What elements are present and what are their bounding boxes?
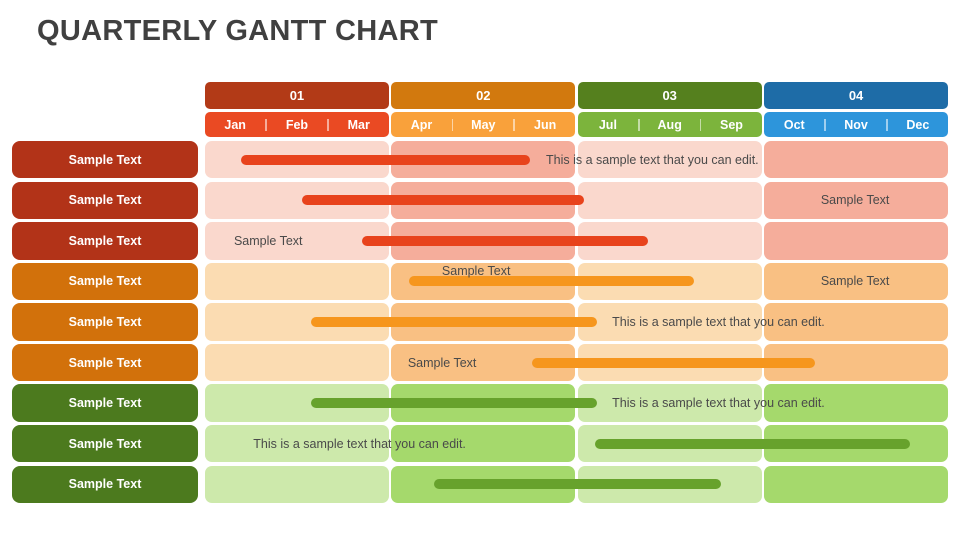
row-label-7: Sample Text <box>12 384 198 422</box>
quarter-cell-q4 <box>764 262 948 301</box>
row-annotation-text: Sample Text <box>820 274 890 289</box>
month-label-jan: Jan <box>224 117 246 132</box>
row-timeline: Sample Text Sample Text <box>205 262 948 301</box>
row-timeline: Sample Text <box>205 343 948 382</box>
gantt-bar <box>240 154 530 165</box>
gantt-row-9: Sample Text <box>12 465 948 504</box>
row-annotation-text: Sample Text <box>441 263 511 278</box>
month-divider <box>699 118 702 131</box>
month-strip-q02: Apr May Jun <box>391 112 576 137</box>
month-divider <box>451 118 454 131</box>
gantt-row-3: Sample Text Sample Text <box>12 222 948 260</box>
quarter-cell-q1 <box>205 222 389 260</box>
gantt-row-1: Sample Text This is a sample text that yo… <box>12 141 948 179</box>
gantt-bar <box>361 235 648 246</box>
row-label-2: Sample Text <box>12 181 198 219</box>
row-timeline: Sample Text <box>205 181 948 219</box>
quarter-cell-q4 <box>764 222 948 260</box>
row-label-3: Sample Text <box>12 222 198 260</box>
quarter-cell-q2 <box>391 425 576 463</box>
gantt-row-8: Sample Text This is a sample text that yo… <box>12 425 948 463</box>
quarter-cell-q4 <box>764 384 948 422</box>
quarter-cell-q1 <box>205 262 389 301</box>
row-label-5: Sample Text <box>12 303 198 341</box>
month-label-jul: Jul <box>598 117 617 132</box>
quarter-cell-q3 <box>577 384 762 422</box>
month-header-row: Jan Feb Mar Apr May Jun Jul Aug Sep Oct Nov Dec <box>205 112 948 137</box>
quarter-header-03: 03 <box>577 82 762 109</box>
row-timeline: This is a sample text that you can edit. <box>205 303 948 341</box>
month-label-aug: Aug <box>657 117 682 132</box>
row-annotation-text: This is a sample text that you can edit. <box>612 315 825 329</box>
month-label-mar: Mar <box>347 117 370 132</box>
row-annotation-text: This is a sample text that you can edit. <box>253 436 466 451</box>
gantt-row-2: Sample Text Sample Text <box>12 181 948 219</box>
quarter-header-row: 01 02 03 04 <box>205 82 948 109</box>
month-label-dec: Dec <box>906 117 930 132</box>
month-divider <box>886 118 888 131</box>
quarter-header-02: 02 <box>391 82 576 109</box>
row-label-8: Sample Text <box>12 425 198 463</box>
row-annotation-text: Sample Text <box>407 355 477 370</box>
gantt-bar <box>531 357 815 368</box>
page-title: QUARTERLY GANTT CHART <box>37 15 439 47</box>
row-label-4: Sample Text <box>12 262 198 301</box>
row-label-9: Sample Text <box>12 465 198 504</box>
row-label-1: Sample Text <box>12 141 198 179</box>
month-label-nov: Nov <box>844 117 868 132</box>
row-label-6: Sample Text <box>12 343 198 382</box>
row-timeline: This is a sample text that you can edit. <box>205 141 948 179</box>
quarter-header-04: 04 <box>764 82 948 109</box>
month-strip-q01: Jan Feb Mar <box>205 112 389 137</box>
month-label-feb: Feb <box>285 117 309 132</box>
gantt-bar <box>311 317 598 327</box>
quarter-cell-q3 <box>577 141 762 179</box>
quarter-cell-q1 <box>205 343 389 382</box>
quarter-cell-q4 <box>764 181 948 219</box>
gantt-row-6: Sample Text Sample Text <box>12 343 948 382</box>
gantt-bar <box>311 398 598 409</box>
month-divider <box>327 118 329 131</box>
quarter-cell-q3 <box>577 181 762 219</box>
month-label-may: May <box>471 117 496 132</box>
row-annotation-text: This is a sample text that you can edit. <box>546 152 759 167</box>
quarter-cell-q1 <box>205 465 389 504</box>
month-strip-q03: Jul Aug Sep <box>577 112 762 137</box>
quarter-cell-q1 <box>205 425 389 463</box>
gantt-bar <box>301 195 584 206</box>
row-timeline: This is a sample text that you can edit. <box>205 425 948 463</box>
gantt-bar <box>595 438 911 449</box>
row-annotation-text: Sample Text <box>233 233 303 248</box>
month-divider <box>824 118 826 131</box>
month-strip-q04: Oct Nov Dec <box>764 112 948 137</box>
month-label-oct: Oct <box>783 117 805 132</box>
gantt-bar <box>408 276 694 287</box>
quarter-cell-q4 <box>764 141 948 179</box>
row-timeline <box>205 465 948 504</box>
month-label-jun: Jun <box>534 117 557 132</box>
gantt-chart: 01 02 03 04 Jan Feb Mar Apr May Jun Jul Aug Sep Oct N… <box>12 82 948 504</box>
gantt-row-7: Sample Text This is a sample text that yo… <box>12 384 948 422</box>
gantt-row-4: Sample Text Sample Text Sample Text <box>12 262 948 301</box>
row-timeline: Sample Text <box>205 222 948 260</box>
row-timeline: This is a sample text that you can edit. <box>205 384 948 422</box>
quarter-cell-q4 <box>764 303 948 341</box>
quarter-cell-q4 <box>764 465 948 504</box>
row-annotation-text: Sample Text <box>820 193 890 208</box>
gantt-row-5: Sample Text This is a sample text that yo… <box>12 303 948 341</box>
month-divider <box>513 118 515 131</box>
quarter-cells <box>205 262 948 301</box>
gantt-rows: Sample Text This is a sample text that yo… <box>12 141 948 504</box>
quarter-cell-q3 <box>577 303 762 341</box>
quarter-header-01: 01 <box>205 82 389 109</box>
month-label-sep: Sep <box>720 117 743 132</box>
month-divider <box>265 118 267 131</box>
row-annotation-text: This is a sample text that you can edit. <box>612 396 825 411</box>
month-divider <box>638 118 640 131</box>
gantt-bar <box>433 479 721 490</box>
gantt-header: 01 02 03 04 Jan Feb Mar Apr May Jun Jul Aug Sep Oct N… <box>205 82 948 137</box>
month-label-apr: Apr <box>410 117 433 132</box>
